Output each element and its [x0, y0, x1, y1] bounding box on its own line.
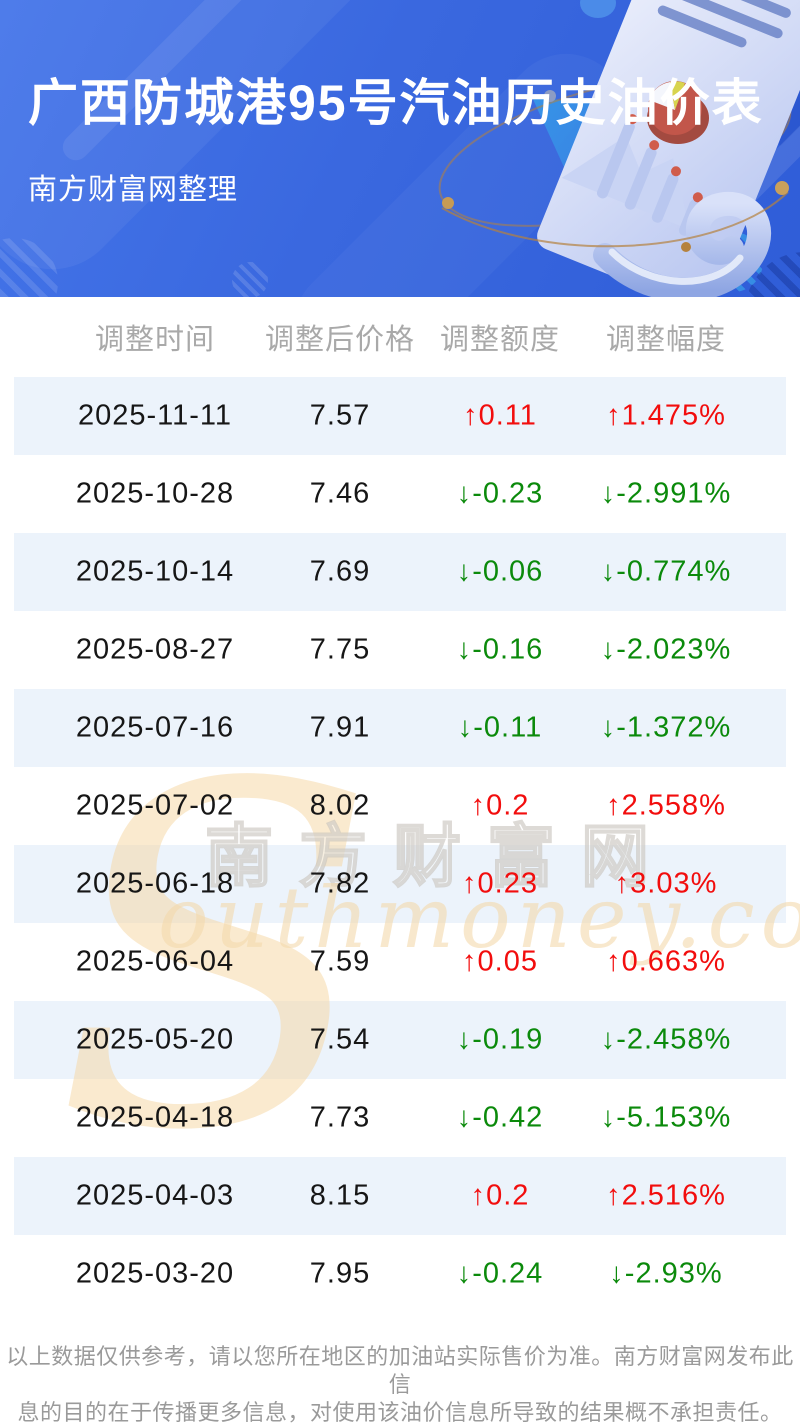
orbit-bead — [442, 197, 454, 209]
cell-pct: ↓-2.458% — [600, 1023, 732, 1056]
cell-price: 7.91 — [309, 711, 371, 744]
column-header-time: 调整时间 — [94, 324, 216, 356]
cell-change: ↑0.2 — [470, 1179, 530, 1212]
cell-date: 2025-08-27 — [75, 633, 235, 666]
cell-date: 2025-06-18 — [75, 867, 235, 900]
cell-change: ↓-0.23 — [456, 477, 544, 510]
cell-change: ↓-0.11 — [457, 711, 543, 744]
striped-circle-decoration — [232, 262, 268, 297]
disclaimer-line: 以上数据仅供参考，请以您所在地区的加油站实际售价为准。南方财富网发布此信 — [6, 1344, 794, 1397]
cell-date: 2025-10-28 — [75, 477, 235, 510]
banner: 广西防城港95号汽油历史油价表 南方财富网整理 — [0, 0, 800, 297]
cell-date: 2025-03-20 — [75, 1257, 235, 1290]
table-row: 2025-08-27 7.75 ↓-0.16 ↓-2.023% — [14, 611, 786, 689]
cell-price: 7.46 — [309, 477, 371, 510]
cell-pct: ↑2.558% — [606, 789, 726, 822]
table-row: 2025-07-02 8.02 ↑0.2 ↑2.558% — [14, 767, 786, 845]
scroll-chart-illustration — [438, 0, 800, 297]
cell-pct: ↑1.475% — [606, 399, 726, 432]
table-row: 2025-06-18 7.82 ↑0.23 ↑3.03% — [14, 845, 786, 923]
cell-date: 2025-10-14 — [75, 555, 235, 588]
cell-date: 2025-05-20 — [75, 1023, 235, 1056]
cell-pct: ↓-2.93% — [609, 1257, 723, 1290]
cell-date: 2025-06-04 — [75, 945, 235, 978]
orbit-bead — [775, 181, 789, 195]
table-row: 2025-11-11 7.57 ↑0.11 ↑1.475% — [14, 377, 786, 455]
cell-change: ↑0.11 — [463, 399, 537, 432]
cell-change: ↓-0.24 — [456, 1257, 544, 1290]
cell-price: 7.69 — [309, 555, 371, 588]
cell-change: ↓-0.16 — [456, 633, 544, 666]
cell-date: 2025-11-11 — [77, 399, 233, 432]
cell-change: ↓-0.19 — [456, 1023, 544, 1056]
text-line — [674, 0, 791, 18]
striped-circle-decoration — [0, 238, 58, 297]
table-row: 2025-06-04 7.59 ↑0.05 ↑0.663% — [14, 923, 786, 1001]
cell-change: ↓-0.06 — [456, 555, 544, 588]
text-line — [665, 0, 783, 39]
table-row: 2025-10-28 7.46 ↓-0.23 ↓-2.991% — [14, 455, 786, 533]
cell-price: 7.82 — [309, 867, 371, 900]
cell-price: 7.73 — [309, 1101, 371, 1134]
table-row: 2025-03-20 7.95 ↓-0.24 ↓-2.93% — [14, 1235, 786, 1313]
cell-pct: ↓-1.372% — [600, 711, 732, 744]
cell-pct: ↑3.03% — [614, 867, 718, 900]
cell-pct: ↓-2.023% — [600, 633, 732, 666]
table-row: 2025-04-18 7.73 ↓-0.42 ↓-5.153% — [14, 1079, 786, 1157]
orbit-bead — [681, 242, 691, 252]
cell-pct: ↓-2.991% — [600, 477, 732, 510]
cell-date: 2025-07-16 — [75, 711, 235, 744]
table-row: 2025-05-20 7.54 ↓-0.19 ↓-2.458% — [14, 1001, 786, 1079]
cell-pct: ↑0.663% — [606, 945, 726, 978]
table-row: 2025-10-14 7.69 ↓-0.06 ↓-0.774% — [14, 533, 786, 611]
page-title: 广西防城港95号汽油历史油价表 — [28, 75, 764, 131]
cell-change: ↑0.2 — [470, 789, 530, 822]
cell-change: ↓-0.42 — [456, 1101, 544, 1134]
cell-price: 7.57 — [309, 399, 371, 432]
disclaimer-line: 息的目的在于传播更多信息，对使用该油价信息所导致的结果概不承担责任。 — [17, 1400, 783, 1425]
column-header-change: 调整额度 — [439, 324, 561, 356]
cell-price: 7.59 — [309, 945, 371, 978]
cell-pct: ↑2.516% — [606, 1179, 726, 1212]
page-subtitle: 南方财富网整理 — [28, 174, 239, 206]
column-header-range: 调整幅度 — [605, 324, 727, 356]
scroll-curl — [593, 191, 772, 297]
table-row: 2025-07-16 7.91 ↓-0.11 ↓-1.372% — [14, 689, 786, 767]
cell-price: 7.75 — [309, 633, 371, 666]
orbit-ring-front — [441, 191, 789, 248]
cell-change: ↑0.23 — [462, 867, 538, 900]
cell-price: 7.95 — [309, 1257, 371, 1290]
cell-price: 8.15 — [309, 1179, 371, 1212]
cell-price: 7.54 — [309, 1023, 371, 1056]
cell-pct: ↓-5.153% — [600, 1101, 732, 1134]
cell-date: 2025-04-18 — [75, 1101, 235, 1134]
diagonal-band-decoration — [0, 0, 449, 297]
cell-date: 2025-04-03 — [75, 1179, 235, 1212]
table-row: 2025-04-03 8.15 ↑0.2 ↑2.516% — [14, 1157, 786, 1235]
table-body: 2025-11-11 7.57 ↑0.11 ↑1.475% 2025-10-28… — [14, 377, 786, 1313]
text-line — [657, 5, 747, 48]
disclaimer: 以上数据仅供参考，请以您所在地区的加油站实际售价为准。南方财富网发布此信 息的目… — [0, 1343, 800, 1427]
cell-date: 2025-07-02 — [75, 789, 235, 822]
cell-price: 8.02 — [309, 789, 371, 822]
column-header-price: 调整后价格 — [264, 324, 416, 356]
cell-pct: ↓-0.774% — [600, 555, 732, 588]
table-header-row: 调整时间 调整后价格 调整额度 调整幅度 — [14, 297, 786, 377]
cell-change: ↑0.05 — [462, 945, 538, 978]
